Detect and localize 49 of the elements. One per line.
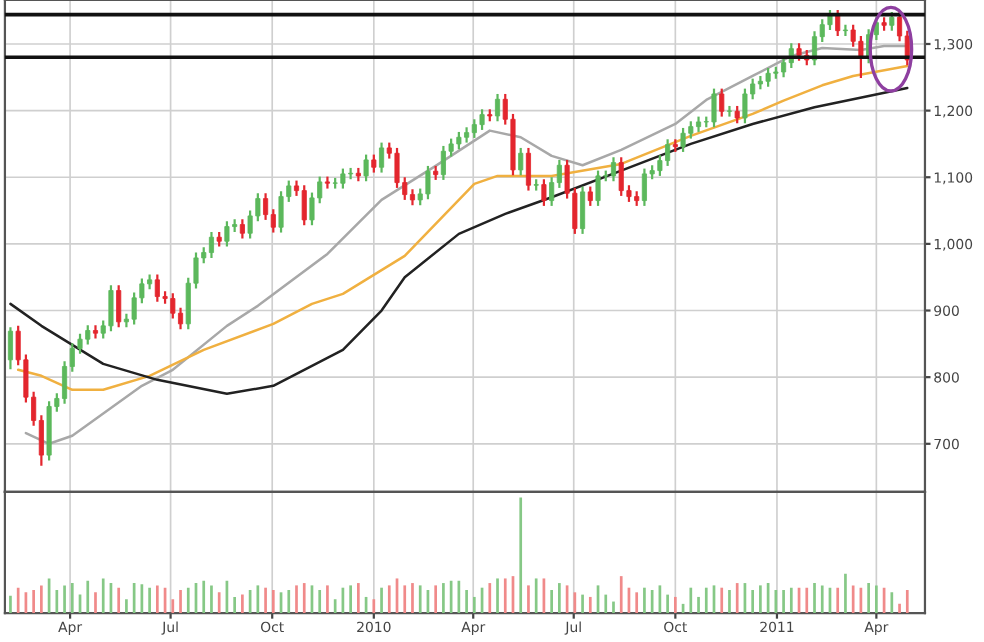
candlestick (85, 324, 91, 346)
candlestick (154, 273, 160, 303)
candlestick (108, 284, 114, 333)
candlestick (719, 87, 725, 118)
candlestick (518, 146, 524, 177)
candlestick (363, 153, 369, 183)
candlestick (641, 167, 647, 208)
candlestick (208, 230, 215, 259)
candlestick (781, 56, 787, 79)
candlestick (92, 324, 99, 340)
candlestick (116, 284, 122, 329)
candlestick (471, 118, 477, 140)
candlestick (541, 178, 547, 208)
candlestick (742, 87, 748, 125)
candlestick (665, 138, 671, 168)
candlestick (525, 146, 531, 192)
candlestick (301, 184, 307, 227)
candlestick (595, 169, 601, 208)
candlestick (587, 185, 593, 208)
candlestick (726, 104, 733, 118)
candlestick (440, 144, 446, 182)
candlestick (811, 30, 818, 67)
candlestick (610, 156, 617, 183)
candlestick (479, 108, 485, 132)
candlestick (580, 185, 586, 235)
candlestick (757, 74, 763, 91)
candlestick (340, 167, 346, 190)
candlestick (842, 23, 848, 38)
candlestick (858, 34, 864, 80)
candlestick (711, 87, 717, 129)
candlestick (394, 146, 400, 190)
candlestick (324, 175, 330, 190)
candlestick (263, 192, 269, 222)
candlestick (494, 92, 501, 123)
candlestick (425, 164, 431, 201)
candlestick (379, 141, 385, 174)
candlestick (827, 8, 833, 32)
candlestick (850, 23, 856, 48)
candlestick (177, 306, 184, 331)
candlestick (835, 8, 841, 38)
candlestick (239, 218, 245, 240)
candlestick (889, 10, 895, 32)
candlestick (131, 291, 137, 326)
candlestick (680, 126, 686, 154)
candlestick (278, 190, 284, 234)
candlestick (618, 156, 624, 198)
candlestick (224, 220, 230, 248)
candlestick (7, 326, 13, 371)
candlestick (765, 66, 771, 88)
